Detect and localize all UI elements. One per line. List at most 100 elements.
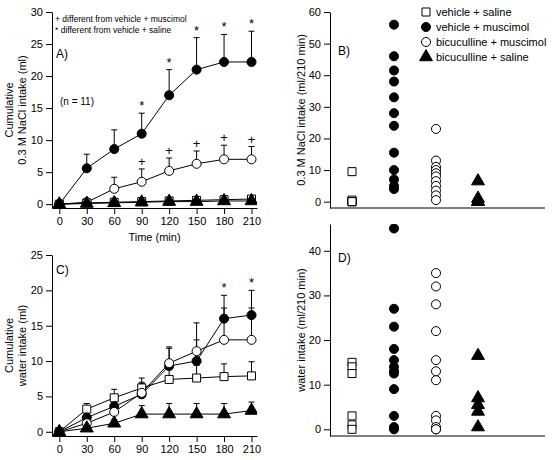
y-tick-label: 0 [37,198,43,210]
x-tick-label: 180 [215,443,233,455]
x-tick-label: 0 [57,443,63,455]
marker [389,77,398,86]
marker [389,344,398,353]
panel-label: C) [56,263,69,277]
marker [137,177,146,186]
legend-item: vehicle + muscimol [421,21,529,33]
y-tick-label: 10 [309,164,321,176]
x-tick-mark [114,208,115,214]
x-tick-mark [252,208,253,214]
y-tick-mark [324,44,330,45]
y-tick-mark [46,12,52,13]
marker [163,194,176,205]
marker [389,166,398,175]
marker [192,159,201,168]
x-tick-label: 210 [243,215,261,227]
y-tick: 0 [315,423,330,435]
y-tick: 25 [31,249,52,261]
x-axis-title: Time (min) [128,231,180,243]
x-tick-mark [142,208,143,214]
marker [220,335,229,344]
legend-item: vehicle + saline [422,6,512,18]
y-tick-label: 15 [31,320,43,332]
y-tick: 50 [309,38,330,50]
plot-area [348,224,484,434]
marker [110,145,119,154]
legend-label: vehicle + muscimol [436,21,529,33]
x-tick-mark [197,436,198,442]
y-tick-mark [46,361,52,362]
marker [165,375,173,383]
x-tick-mark [252,436,253,442]
marker [348,198,356,206]
marker [137,129,146,138]
y-tick: 60 [309,6,330,18]
x-tick: 0 [57,208,63,227]
marker [389,304,398,313]
marker [389,369,398,378]
x-tick: 60 [109,208,121,227]
x-tick: 210 [243,436,261,455]
y-tick-mark [46,172,52,173]
marker [472,174,485,185]
y-tick: 5 [37,390,52,402]
y-tick: 15 [31,320,52,332]
x-tick-mark [224,208,225,214]
y-tick-label: 25 [31,249,43,261]
annotation: + different from vehicle + muscimol [55,14,187,24]
marker [431,300,440,309]
plot-area [348,20,484,206]
y-axis-title: water intake (ml/210 min) [295,268,307,393]
legend: vehicle + salinevehicle + muscimolbicucu… [420,6,547,63]
marker [389,185,398,194]
annotation: (n = 11) [60,96,94,107]
x-tick-mark [169,208,170,214]
x-tick: 90 [136,208,148,227]
x-tick-label: 90 [136,443,148,455]
significance-label: * [249,275,254,290]
x-axis: 0306090120150180210 [53,436,262,455]
y-tick-label: 50 [309,38,321,50]
marker [165,359,174,368]
marker [431,269,440,278]
marker [348,168,356,176]
x-tick-label: 30 [81,443,93,455]
y-tick-mark [324,429,330,430]
marker [389,66,398,75]
x-tick-label: 90 [136,215,148,227]
figure-svg: 0306090120150180210051015202530*****++++… [0,0,555,460]
marker [248,372,256,380]
marker [190,194,203,205]
y-tick-label: 5 [37,166,43,178]
y-tick-label: 10 [309,379,321,391]
significance-label: * [249,16,254,31]
y-tick-mark [324,340,330,341]
y-axis: 0510152025 [31,249,53,438]
marker [389,322,398,331]
marker [431,327,440,336]
x-tick: 0 [57,436,63,455]
y-tick-mark [46,76,52,77]
marker [218,407,231,418]
y-tick: 10 [309,379,330,391]
marker [165,166,174,175]
x-tick-label: 210 [243,443,261,455]
marker [431,376,440,385]
x-tick-label: 0 [57,215,63,227]
marker [218,194,231,205]
marker [472,194,485,205]
marker [193,374,201,382]
marker [389,224,398,233]
y-tick-label: 0 [37,426,43,438]
y-axis-title: 0.3 M NaCl intake (ml) [16,55,28,164]
x-tick: 210 [243,208,261,227]
panel: 0306090120150180210051015202530*****++++… [3,6,261,243]
y-tick-mark [46,140,52,141]
legend-marker [421,37,430,46]
y-tick-mark [46,432,52,433]
y-axis: 0102030405060 [309,6,331,208]
y-tick-label: 5 [37,390,43,402]
marker [83,405,91,413]
y-tick-mark [46,44,52,45]
marker [245,194,257,205]
